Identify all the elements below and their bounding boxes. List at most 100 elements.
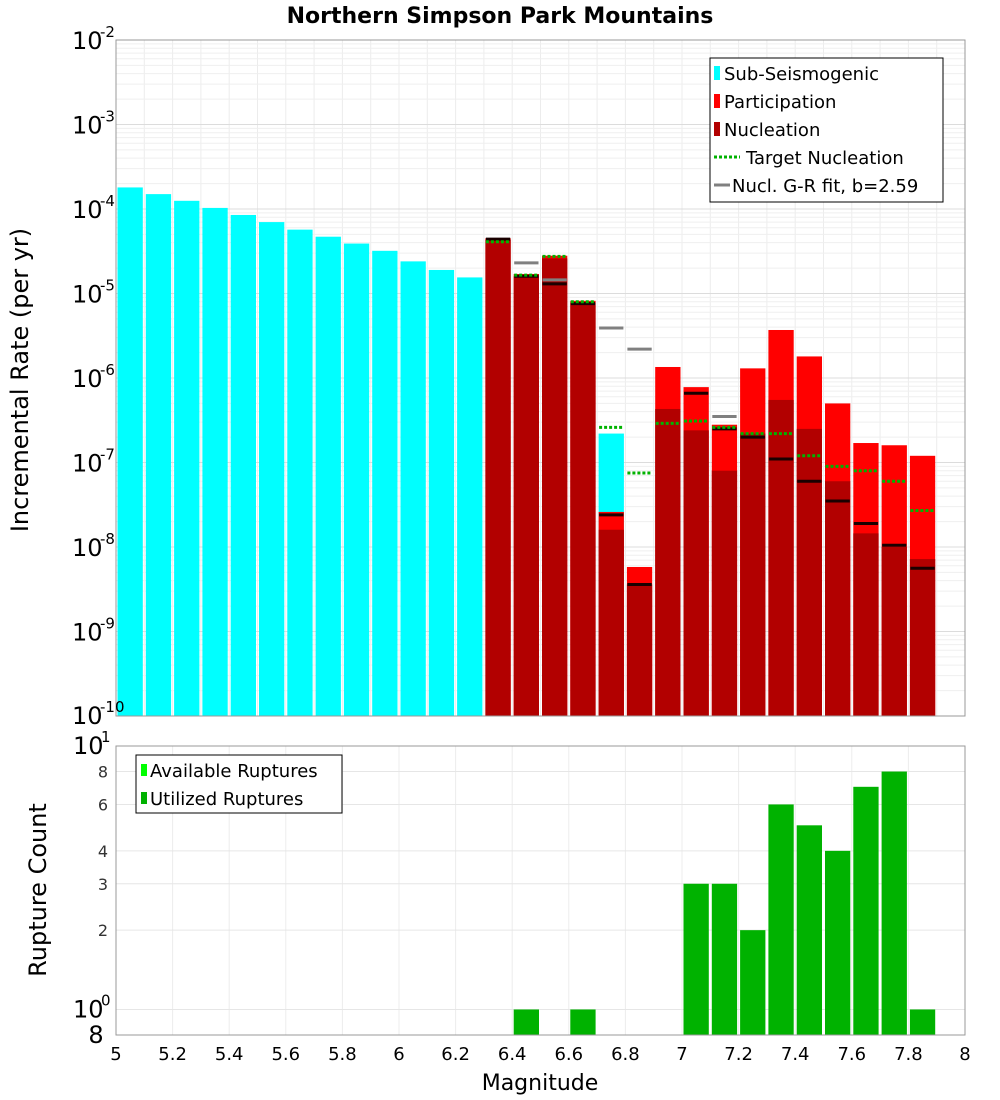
top-y-tick-exp: -7	[100, 446, 115, 464]
nucleation-bar	[485, 239, 511, 716]
top-y-tick-base: 10	[72, 450, 103, 478]
top-y-tick-exp: -4	[100, 192, 115, 210]
nucleation-bar	[881, 547, 907, 716]
top-y-tick-exp: -6	[100, 361, 115, 379]
bottom-y-tick-exp: 1	[101, 728, 111, 746]
top-plot-bars	[117, 187, 936, 717]
legend-swatch-participation	[714, 94, 720, 108]
bottom-plot-frame	[115, 745, 966, 1036]
x-tick-label: 7	[676, 1044, 687, 1065]
utilized-ruptures-bar	[711, 883, 738, 1035]
nucleation-bar	[711, 470, 738, 716]
top-plot-line-markers	[485, 237, 935, 586]
top-y-tick-base: 10	[72, 281, 103, 309]
nucleation-bar	[853, 533, 879, 716]
sub-seismogenic-bar	[372, 250, 398, 716]
top-y-tick-base: 10	[72, 112, 103, 140]
bottom-y-tick-label: 3	[98, 875, 108, 894]
top-y-tick-base: 10	[72, 702, 103, 730]
x-tick-label: 6.8	[611, 1044, 640, 1065]
utilized-ruptures-bar	[570, 1009, 596, 1035]
top-y-axis-label: Incremental Rate (per yr)	[6, 228, 34, 532]
top-y-tick-base: 10	[72, 619, 103, 647]
nucleation-bar	[768, 399, 794, 716]
x-axis-label: Magnitude	[482, 1071, 599, 1096]
nucleation-bar	[570, 302, 596, 716]
x-tick-label: 5.6	[271, 1044, 300, 1065]
utilized-ruptures-bar	[683, 883, 709, 1035]
utilized-ruptures-bar	[909, 1009, 936, 1035]
bottom-y-tick-base: 10	[73, 995, 104, 1023]
bottom-legend: Available Ruptures Utilized Ruptures	[135, 754, 343, 814]
top-y-tick-exp: -5	[100, 277, 115, 295]
x-tick-label: 5.4	[215, 1044, 244, 1065]
x-axis-ticks: 5 5.2 5.4 5.6 5.8 6 6.2 6.4 6.6 6.8 7 7.2 7.4 7.6 7.8 8	[110, 1044, 970, 1065]
legend-label-utilized-ruptures: Utilized Ruptures	[150, 789, 303, 810]
sub-seismogenic-bar	[145, 194, 172, 716]
nucleation-bar	[542, 258, 568, 716]
utilized-ruptures-bar	[513, 1009, 539, 1035]
sub-seismogenic-bar	[202, 207, 228, 716]
nucleation-bar	[909, 559, 936, 716]
chart-title: Northern Simpson Park Mountains	[287, 4, 714, 29]
legend-swatch-nucleation	[714, 122, 720, 136]
nucleation-bar	[626, 584, 653, 716]
legend-label-sub-seismogenic: Sub-Seismogenic	[724, 64, 879, 85]
sub-seismogenic-bar	[400, 261, 426, 716]
x-tick-label: 7.2	[724, 1044, 753, 1065]
sub-seismogenic-bar	[230, 214, 256, 716]
utilized-ruptures-bar	[853, 786, 879, 1035]
top-y-tick-exp: -2	[100, 23, 115, 41]
x-tick-label: 6	[393, 1044, 404, 1065]
bottom-y-tick-label: 8	[98, 763, 108, 782]
nucleation-bar	[513, 276, 539, 716]
nucleation-bar	[655, 408, 681, 716]
legend-label-available-ruptures: Available Ruptures	[150, 761, 318, 782]
x-tick-label: 6.6	[554, 1044, 583, 1065]
top-legend-box	[709, 57, 944, 203]
sub-seismogenic-bar	[315, 236, 341, 716]
sub-seismogenic-bar	[343, 243, 370, 716]
top-y-tick-base: 10	[72, 365, 103, 393]
top-y-tick-base: 10	[72, 534, 103, 562]
bottom-y-tick-label: 4	[98, 842, 108, 861]
bottom-y-tick-exp: 0	[101, 991, 111, 1009]
top-y-tick-exp: -3	[100, 108, 115, 126]
nucleation-bar	[683, 430, 709, 716]
x-tick-label: 6.2	[441, 1044, 470, 1065]
top-y-tick-base: 10	[72, 196, 103, 224]
legend-label-gr-fit: Nucl. G-R fit, b=2.59	[732, 176, 918, 197]
utilized-ruptures-bar	[768, 804, 794, 1035]
legend-swatch-utilized-ruptures	[141, 792, 147, 804]
top-y-tick-exp: -10	[100, 698, 125, 716]
sub-seismogenic-bar	[259, 222, 285, 716]
utilized-ruptures-bar	[796, 825, 822, 1035]
bottom-y-tick-label: 2	[98, 921, 108, 940]
bottom-y-tick-label: 8	[88, 1021, 103, 1049]
legend-swatch-sub-seismogenic	[714, 66, 720, 80]
top-legend: Sub-Seismogenic Participation Nucleation…	[709, 57, 944, 203]
top-y-tick-base: 10	[72, 27, 103, 55]
nucleation-bar	[740, 433, 766, 716]
sub-seismogenic-bar	[174, 200, 200, 717]
x-tick-label: 7.8	[894, 1044, 923, 1065]
sub-seismogenic-bar	[117, 187, 143, 717]
x-tick-label: 8	[959, 1044, 970, 1065]
x-tick-label: 6.4	[498, 1044, 527, 1065]
legend-swatch-available-ruptures	[141, 764, 147, 776]
legend-label-nucleation: Nucleation	[724, 120, 820, 141]
x-tick-label: 5.8	[328, 1044, 357, 1065]
bottom-legend-box	[135, 754, 343, 814]
sub-seismogenic-bar	[287, 229, 313, 716]
utilized-ruptures-bar	[825, 850, 851, 1035]
sub-seismogenic-bar	[428, 269, 455, 716]
x-tick-label: 5	[110, 1044, 121, 1065]
x-tick-label: 7.4	[781, 1044, 810, 1065]
bottom-plot-bars	[513, 771, 936, 1035]
x-tick-label: 7.6	[837, 1044, 866, 1065]
legend-label-participation: Participation	[724, 92, 836, 113]
legend-label-target-nucleation: Target Nucleation	[745, 148, 904, 169]
nucleation-bar	[598, 529, 624, 716]
